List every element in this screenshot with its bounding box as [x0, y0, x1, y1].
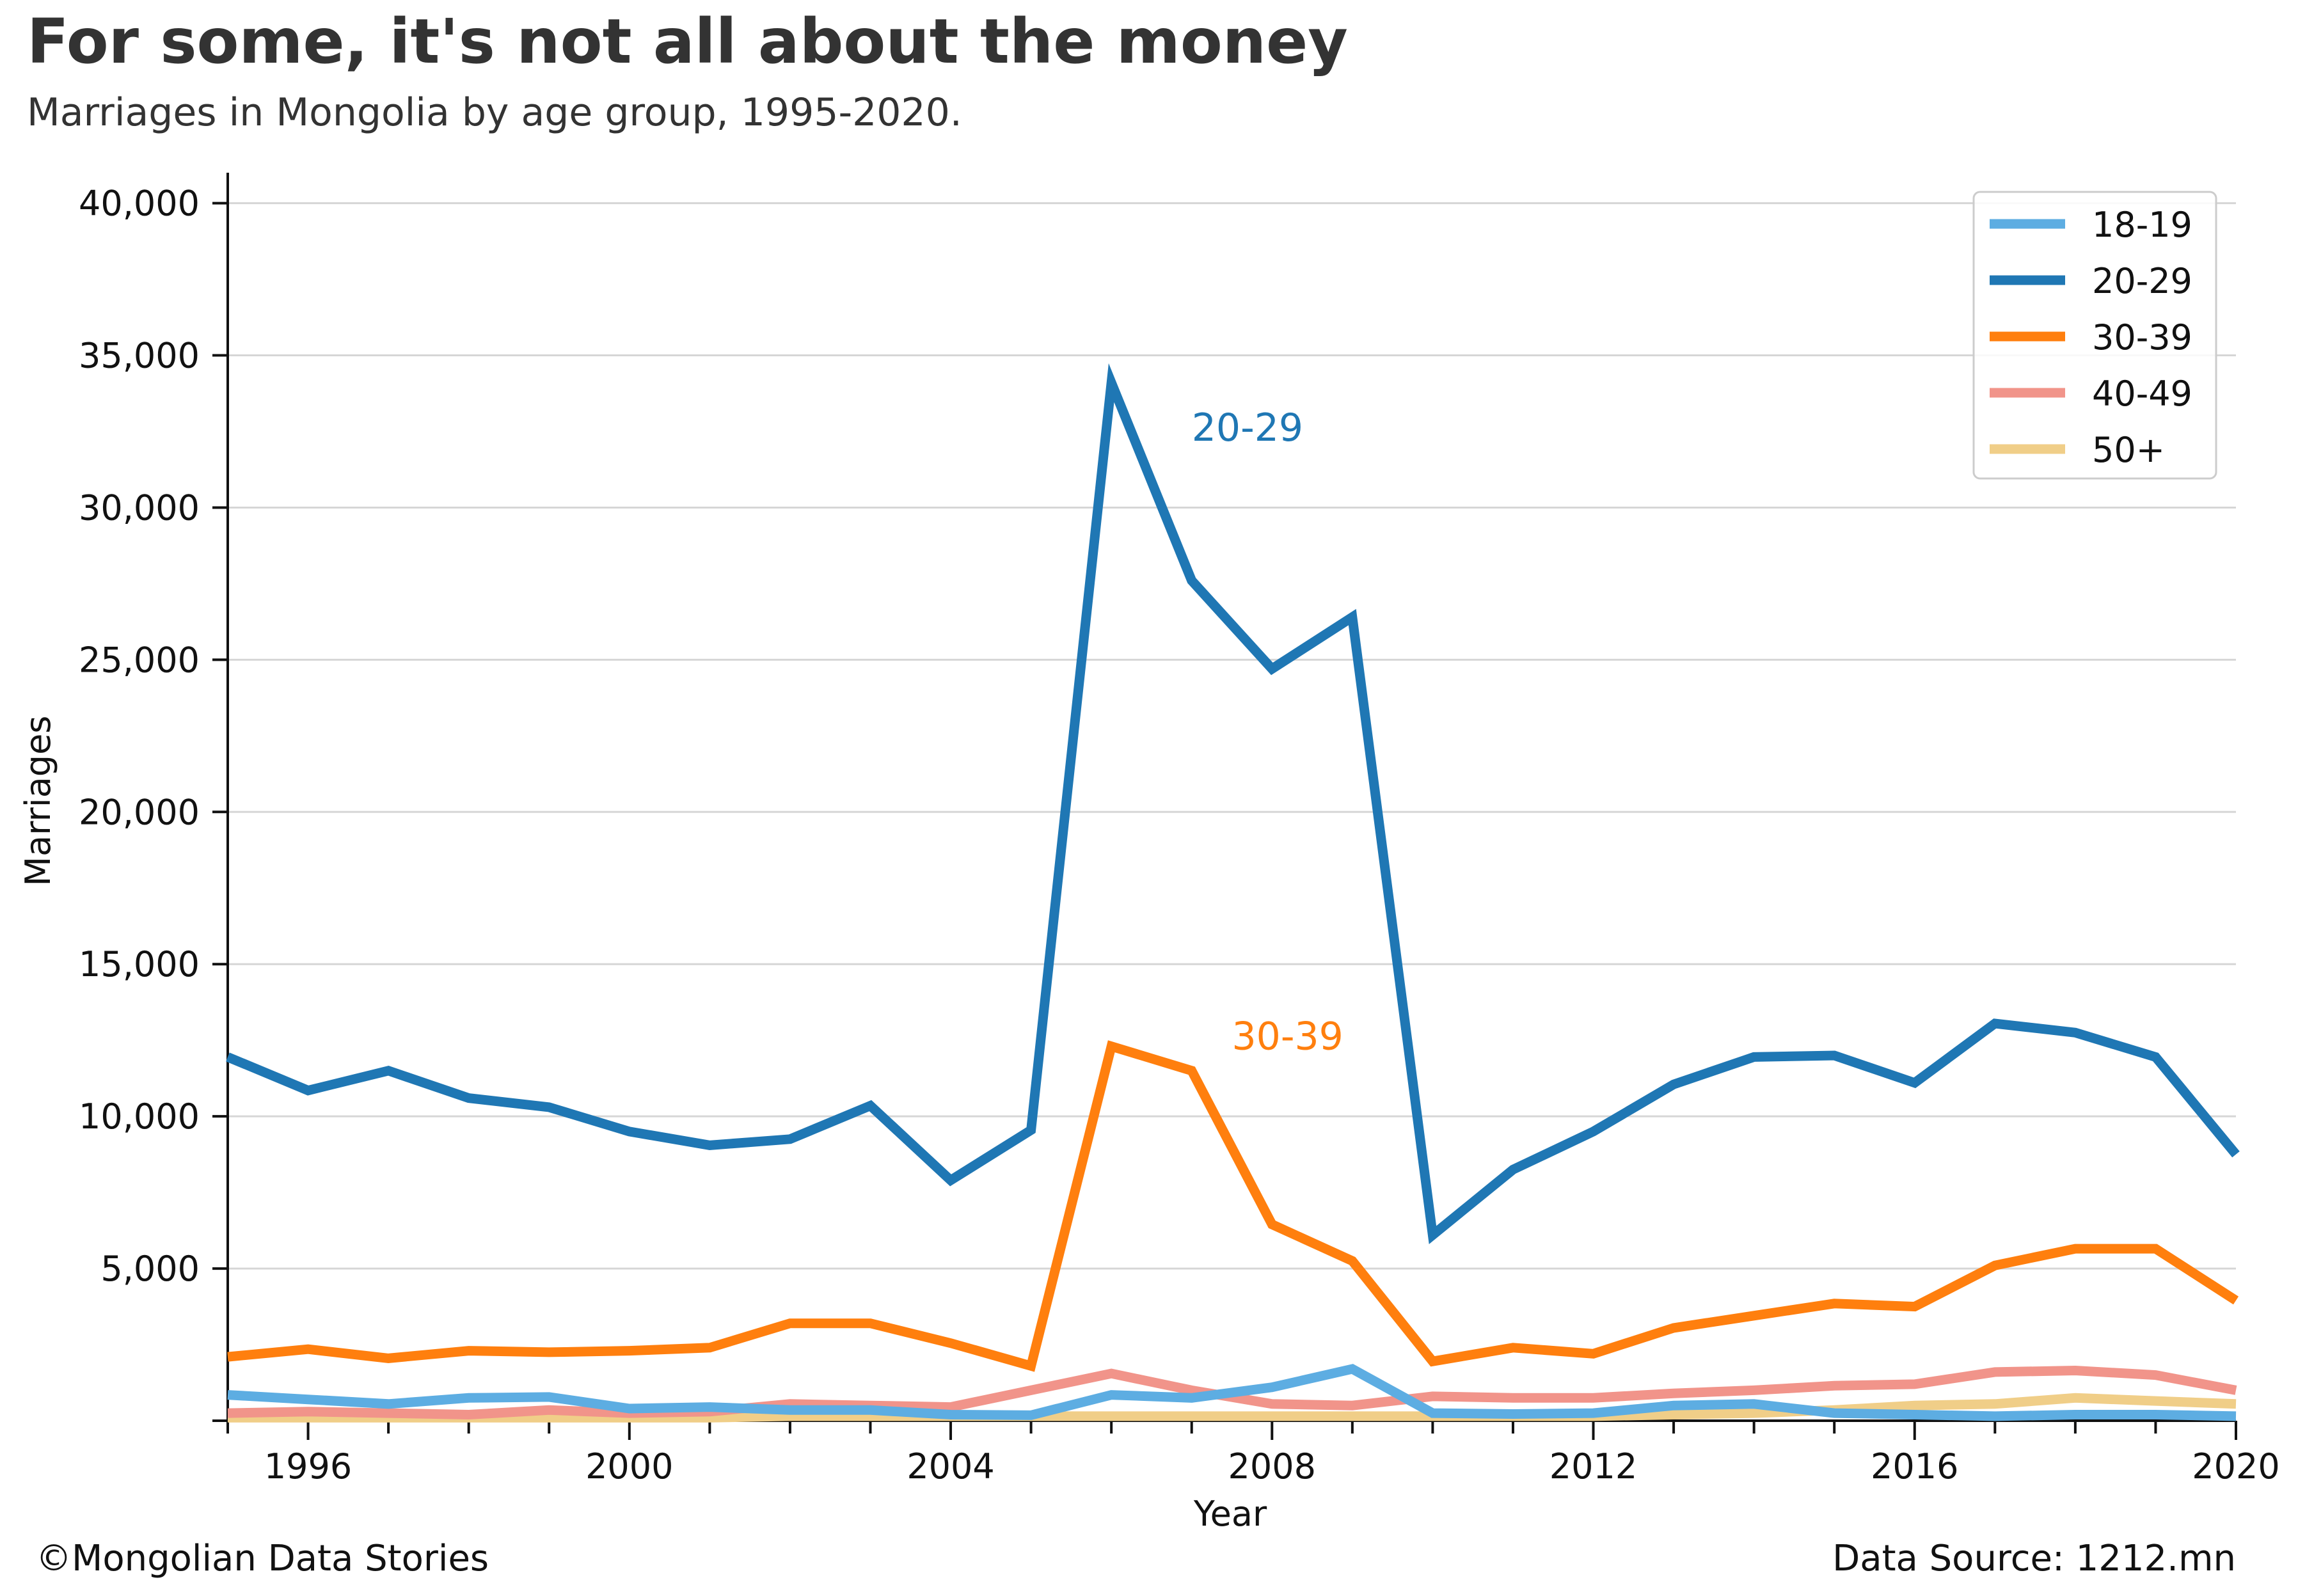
- series-lines: [226, 363, 2240, 1423]
- annotation-label: 30-39: [1232, 1014, 1343, 1059]
- y-tick-label: 40,000: [79, 184, 200, 224]
- legend-label: 40-49: [2092, 374, 2192, 414]
- credit-text: ©Mongolian Data Stories: [36, 1538, 489, 1579]
- x-tick-label: 1996: [264, 1446, 352, 1487]
- y-tick-label: 25,000: [79, 640, 200, 680]
- y-tick-label: 20,000: [79, 792, 200, 832]
- axes: 5,000 10,000 15,000 20,000 25,000 30,000 35,00…: [79, 173, 2280, 1487]
- gridlines: [228, 202, 2236, 1270]
- series-line-50+: [228, 1393, 2237, 1423]
- series-line-18-19: [227, 1364, 2237, 1421]
- legend-label: 30-39: [2092, 317, 2192, 358]
- legend-label: 50+: [2092, 430, 2165, 470]
- legend: 18-19 20-29 30-39 40-49 50+: [1972, 191, 2217, 480]
- legend-label: 20-29: [2092, 261, 2192, 301]
- series-line-30-39: [227, 1040, 2239, 1372]
- x-tick-label: 2012: [1549, 1446, 1637, 1487]
- y-tick-label: 15,000: [79, 944, 200, 984]
- x-tick-label: 2020: [2192, 1446, 2279, 1487]
- y-tick-label: 5,000: [100, 1249, 200, 1289]
- chart-subtitle: Marriages in Mongolia by age group, 1995…: [27, 90, 962, 135]
- x-tick-label: 2000: [585, 1446, 673, 1487]
- x-axis-label: Year: [1193, 1494, 1267, 1534]
- source-text: Data Source: 1212.mn: [1832, 1538, 2236, 1579]
- y-tick-label: 30,000: [79, 487, 200, 528]
- chart-title: For some, it's not all about the money: [27, 6, 1348, 77]
- x-tick-label: 2004: [907, 1446, 994, 1487]
- legend-label: 18-19: [2092, 205, 2192, 245]
- y-tick-label: 35,000: [79, 336, 200, 376]
- legend-frame: [1972, 191, 2217, 480]
- x-tick-label: 2016: [1871, 1446, 1958, 1487]
- annotations: 20-29 30-39: [1192, 406, 1343, 1059]
- y-tick-label: 10,000: [79, 1096, 200, 1137]
- y-axis-label: Marriages: [18, 716, 58, 887]
- x-tick-label: 2008: [1228, 1446, 1316, 1487]
- series-line-20-29: [226, 363, 2240, 1245]
- annotation-label: 20-29: [1192, 406, 1303, 450]
